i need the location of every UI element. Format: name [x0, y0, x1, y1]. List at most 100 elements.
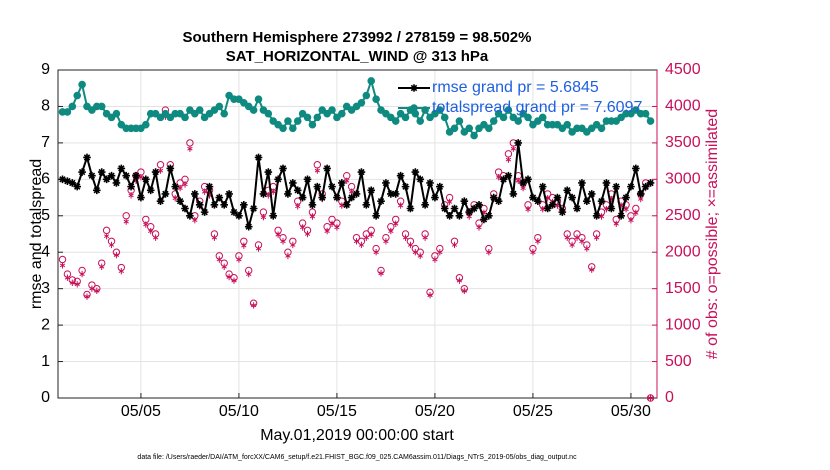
point [250, 302, 257, 309]
point [83, 102, 91, 111]
point [269, 211, 278, 220]
point [440, 204, 449, 213]
point [328, 106, 336, 114]
point [97, 168, 106, 176]
y2-tick-label: 3000 [665, 171, 701, 188]
point [578, 179, 586, 187]
point [612, 117, 621, 125]
point [426, 113, 434, 122]
point [117, 120, 126, 129]
point [221, 263, 227, 270]
point [495, 173, 502, 181]
y-axis-label: rmse and totalspread [28, 159, 45, 309]
point [357, 168, 366, 176]
y2-tick-label: 0 [665, 389, 674, 406]
point [578, 124, 586, 133]
point [142, 120, 150, 129]
point [146, 186, 155, 195]
point [293, 186, 302, 195]
y-tick-label: 4 [41, 243, 50, 260]
point [475, 124, 483, 133]
y2-tick-label: 2000 [665, 243, 701, 260]
point [73, 182, 82, 191]
point [563, 120, 572, 129]
point [246, 270, 252, 278]
point [593, 234, 600, 241]
point [406, 204, 415, 213]
point [431, 193, 439, 202]
point [293, 117, 302, 125]
point [480, 120, 488, 129]
point [514, 117, 523, 125]
point [564, 234, 570, 241]
y-tick-label: 0 [41, 389, 50, 406]
point [597, 124, 606, 133]
point [290, 241, 296, 249]
point [407, 241, 414, 249]
point [367, 186, 376, 195]
point [475, 201, 483, 209]
point [347, 106, 356, 114]
chart-title: Southern Hemisphere 273992 / 278159 = 98… [183, 29, 532, 46]
point [334, 224, 340, 231]
x-tick-label: 05/25 [513, 403, 553, 420]
point [383, 238, 389, 245]
point [636, 190, 645, 198]
point [456, 277, 463, 284]
y2-tick-label: 1500 [665, 280, 701, 297]
point [200, 208, 209, 216]
point [176, 197, 184, 205]
point [504, 171, 513, 180]
point [378, 270, 384, 277]
point [127, 182, 135, 191]
point [137, 193, 145, 202]
point [583, 197, 591, 205]
point [329, 220, 335, 227]
point [215, 193, 224, 202]
point [142, 175, 150, 184]
point [78, 80, 86, 89]
point [427, 292, 433, 299]
point [304, 230, 311, 238]
point [216, 256, 222, 263]
point [352, 102, 361, 111]
point [298, 193, 307, 202]
point [489, 117, 498, 125]
point [436, 106, 444, 114]
point [318, 106, 327, 114]
point [476, 224, 482, 231]
point [401, 113, 410, 122]
point [171, 182, 180, 191]
point [558, 208, 567, 216]
point [201, 188, 208, 195]
y-tick-label: 6 [41, 171, 50, 188]
point [264, 168, 273, 176]
point [410, 84, 418, 92]
point [461, 287, 467, 295]
point [323, 109, 331, 118]
y2-tick-label: 4000 [665, 98, 701, 115]
point [259, 106, 268, 114]
point [284, 190, 292, 198]
point [186, 106, 194, 114]
point [548, 201, 557, 209]
series-1 [58, 77, 655, 140]
point [254, 95, 263, 103]
point [411, 168, 420, 176]
point [74, 281, 80, 288]
point [617, 113, 625, 122]
point [504, 106, 513, 114]
point [64, 274, 71, 281]
point [529, 193, 537, 202]
point [627, 182, 635, 191]
point [88, 106, 96, 114]
point [289, 179, 297, 187]
point [505, 156, 512, 163]
x-tick-label: 05/30 [611, 403, 651, 420]
point [529, 120, 537, 129]
point [79, 270, 85, 278]
point [279, 124, 287, 133]
point [205, 109, 214, 118]
point [309, 213, 316, 220]
point [387, 190, 395, 198]
